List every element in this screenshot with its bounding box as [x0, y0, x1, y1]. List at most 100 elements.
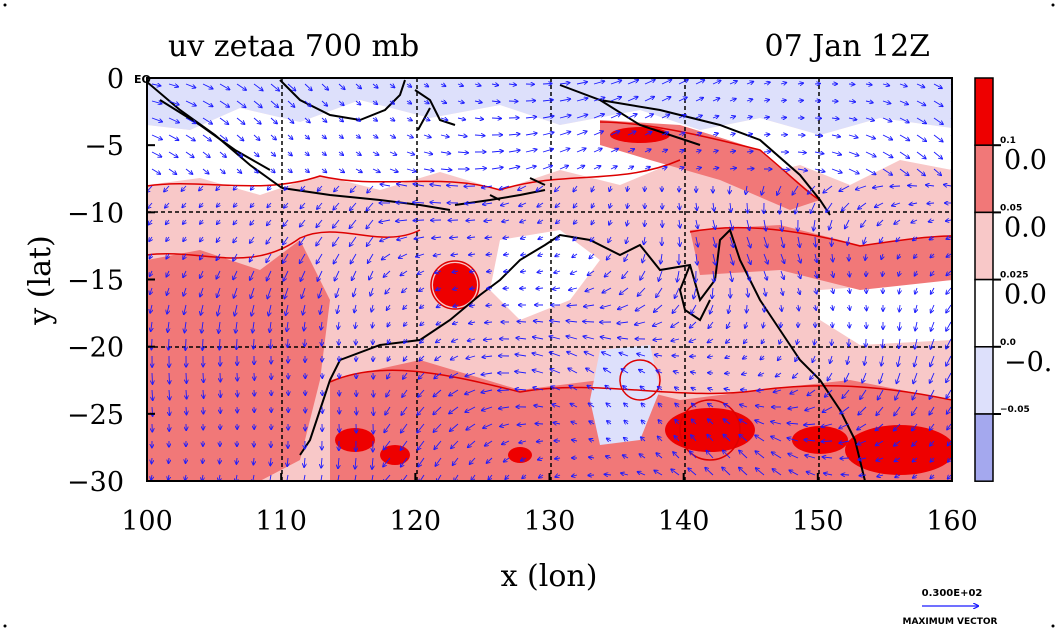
- wind-vector: [858, 458, 867, 460]
- wind-vector: [730, 219, 733, 230]
- wind-vector: [691, 372, 697, 373]
- wind-vector: [270, 134, 276, 140]
- wind-vector: [642, 420, 646, 424]
- wind-vector: [333, 236, 340, 246]
- wind-vector: [355, 457, 356, 469]
- wind-vector: [849, 321, 850, 328]
- wind-vector: [555, 475, 561, 477]
- wind-vector: [692, 388, 697, 390]
- wind-vector: [559, 149, 569, 153]
- wind-vector: [216, 270, 221, 279]
- wind-vector: [787, 438, 799, 442]
- wind-vector: [946, 237, 952, 239]
- wind-vector: [865, 168, 876, 174]
- wind-vector: [321, 457, 322, 468]
- wind-vector: [518, 185, 527, 190]
- y-tick-label: −25: [67, 400, 124, 431]
- wind-vector: [897, 372, 901, 383]
- wind-vector: [474, 168, 486, 169]
- wind-vector: [286, 304, 288, 315]
- wind-vector: [811, 202, 816, 213]
- wind-vector: [644, 97, 654, 102]
- y-axis-label: y (lat): [23, 235, 58, 325]
- wind-vector: [691, 304, 697, 314]
- wind-vector: [890, 186, 901, 187]
- wind-vector: [797, 338, 798, 344]
- wind-vector: [219, 117, 228, 124]
- wind-vector: [466, 356, 476, 359]
- wind-vector: [236, 321, 238, 333]
- wind-vector: [466, 423, 476, 430]
- wind-vector: [674, 371, 680, 373]
- wind-vector: [678, 97, 687, 102]
- wind-vector: [607, 421, 612, 424]
- wind-vector: [437, 305, 442, 307]
- wind-vector: [916, 100, 925, 105]
- field-region-white-center: [490, 230, 600, 320]
- x-tick-label: 140: [658, 506, 710, 537]
- wind-vector: [166, 270, 169, 277]
- wind-vector: [671, 469, 680, 476]
- wind-vector: [571, 422, 578, 424]
- wind-vector: [610, 114, 620, 119]
- wind-vector: [532, 353, 544, 357]
- wind-vector: [780, 236, 784, 247]
- wind-vector: [839, 441, 850, 443]
- coastline-sumatra-south: [159, 99, 271, 171]
- wind-vector: [319, 287, 323, 298]
- wind-vector: [559, 83, 570, 84]
- wind-vector: [713, 253, 716, 265]
- wind-vector: [418, 440, 425, 450]
- wind-vector: [707, 435, 714, 442]
- wind-vector: [166, 219, 169, 224]
- wind-vector: [317, 270, 323, 281]
- wind-vector: [538, 220, 544, 223]
- wind-vector: [559, 132, 570, 136]
- wind-vector: [747, 219, 750, 230]
- wind-vector: [627, 131, 636, 136]
- wind-vector: [746, 134, 752, 135]
- wind-vector: [798, 270, 801, 278]
- wind-vector: [218, 304, 221, 315]
- wind-vector: [521, 271, 527, 272]
- wind-vector: [402, 389, 408, 397]
- wind-vector: [640, 270, 646, 280]
- x-axis-label: x (lon): [501, 559, 598, 594]
- wind-vector: [413, 220, 425, 221]
- wind-vector: [566, 336, 578, 340]
- wind-vector: [267, 219, 272, 225]
- wind-vector: [355, 321, 356, 328]
- wind-vector: [185, 83, 195, 88]
- wind-vector: [729, 236, 733, 247]
- wind-vector: [916, 117, 926, 123]
- wind-vector: [592, 185, 595, 191]
- wind-vector: [627, 185, 628, 191]
- wind-vector: [607, 253, 612, 260]
- wind-vector: [474, 101, 482, 103]
- wind-vector: [658, 387, 663, 390]
- wind-vector: [270, 457, 271, 465]
- wind-vector: [538, 237, 544, 239]
- wind-vector: [946, 372, 952, 382]
- wind-vector: [944, 185, 952, 186]
- wind-vector: [379, 220, 391, 222]
- wind-vector: [372, 83, 378, 88]
- x-tick-label: 120: [390, 506, 442, 537]
- wind-vector: [373, 389, 374, 397]
- wind-vector: [712, 287, 713, 298]
- wind-vector: [542, 84, 552, 85]
- wind-vector: [372, 457, 373, 469]
- wind-vector: [234, 203, 237, 207]
- wind-vector: [655, 355, 663, 356]
- wind-vector: [219, 151, 226, 157]
- corner-mark-bl: [3, 624, 7, 628]
- wind-vector: [661, 97, 671, 102]
- wind-vector: [317, 253, 323, 263]
- wind-vector: [555, 254, 561, 256]
- wind-vector: [746, 236, 751, 247]
- colorbar-level-label: 0.025: [1000, 271, 1028, 281]
- wind-vector: [609, 202, 611, 208]
- wind-vector: [250, 253, 255, 262]
- wind-vector: [746, 270, 750, 281]
- wind-vector: [916, 151, 926, 159]
